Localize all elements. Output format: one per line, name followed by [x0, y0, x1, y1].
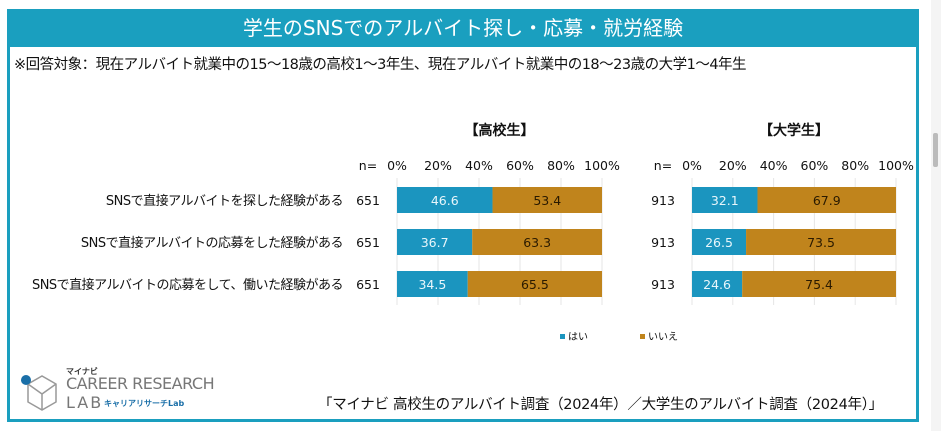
- tick-label: 0%: [387, 158, 407, 173]
- logo-lab: LAB: [66, 393, 104, 412]
- legend-swatch: [640, 334, 645, 339]
- bar-yes: [692, 271, 743, 297]
- tick-label: 40%: [465, 158, 493, 173]
- n-value: 913: [651, 193, 675, 208]
- scrollbar-thumb[interactable]: [933, 133, 938, 167]
- n-value: 913: [651, 235, 675, 250]
- bar-no: [472, 229, 602, 255]
- data-label: 67.9: [813, 193, 841, 208]
- data-label: 32.1: [711, 193, 739, 208]
- logo-main: CAREER RESEARCH: [66, 374, 215, 393]
- data-label: 65.5: [521, 277, 549, 292]
- category-label: SNSで直接アルバイトの応募をした経験がある: [81, 235, 343, 251]
- n-value: 651: [356, 193, 380, 208]
- bar-yes: [692, 229, 747, 255]
- bar-no: [742, 271, 896, 297]
- panel-title: 【高校生】: [465, 122, 535, 139]
- tick-label: 100%: [878, 158, 914, 173]
- data-label: 63.3: [523, 235, 551, 250]
- tick-label: 60%: [506, 158, 534, 173]
- tick-label: 20%: [424, 158, 452, 173]
- tick-label: 80%: [841, 158, 869, 173]
- tick-label: 20%: [719, 158, 747, 173]
- logo-kana: キャリアリサーチLab: [104, 399, 185, 408]
- respondent-note: ※回答対象：現在アルバイト就業中の15～18歳の高校1～3年生、現在アルバイト就…: [14, 57, 747, 73]
- bar-no: [757, 187, 896, 213]
- tick-label: 80%: [547, 158, 575, 173]
- data-label: 75.4: [805, 277, 833, 292]
- data-label: 24.6: [703, 277, 731, 292]
- legend-label: いいえ: [648, 331, 678, 343]
- bar-yes: [397, 187, 493, 213]
- data-label: 73.5: [807, 235, 835, 250]
- logo-cube-icon: [21, 375, 57, 411]
- legend-label: はい: [568, 331, 588, 343]
- bar-no: [746, 229, 896, 255]
- n-value: 651: [356, 277, 380, 292]
- data-label: 36.7: [421, 235, 449, 250]
- data-label: 26.5: [705, 235, 733, 250]
- category-label: SNSで直接アルバイトを探した経験がある: [106, 193, 343, 209]
- bar-no: [492, 187, 602, 213]
- source-note: 「マイナビ 高校生のアルバイト調査（2024年）／大学生のアルバイト調査（202…: [318, 397, 883, 413]
- category-label: SNSで直接アルバイトの応募をして、働いた経験がある: [32, 277, 343, 293]
- logo: マイナビ CAREER RESEARCH LAB キャリアリサーチLab: [18, 366, 218, 416]
- bar-yes: [692, 187, 758, 213]
- data-label: 46.6: [431, 193, 459, 208]
- tick-label: 100%: [584, 158, 620, 173]
- logo-top: マイナビ: [66, 367, 98, 376]
- tick-label: 40%: [760, 158, 788, 173]
- page-title: 学生のSNSでのアルバイト探し・応募・就労経験: [7, 9, 919, 47]
- legend-swatch: [560, 334, 565, 339]
- bar-no: [467, 271, 602, 297]
- bar-yes: [397, 229, 473, 255]
- panel-title: 【大学生】: [759, 122, 829, 139]
- n-label: n=: [654, 158, 672, 173]
- tick-label: 60%: [801, 158, 829, 173]
- n-label: n=: [359, 158, 377, 173]
- n-value: 913: [651, 277, 675, 292]
- scrollbar[interactable]: [931, 0, 941, 431]
- n-value: 651: [356, 235, 380, 250]
- tick-label: 0%: [682, 158, 702, 173]
- bar-yes: [397, 271, 468, 297]
- data-label: 34.5: [418, 277, 446, 292]
- data-label: 53.4: [533, 193, 561, 208]
